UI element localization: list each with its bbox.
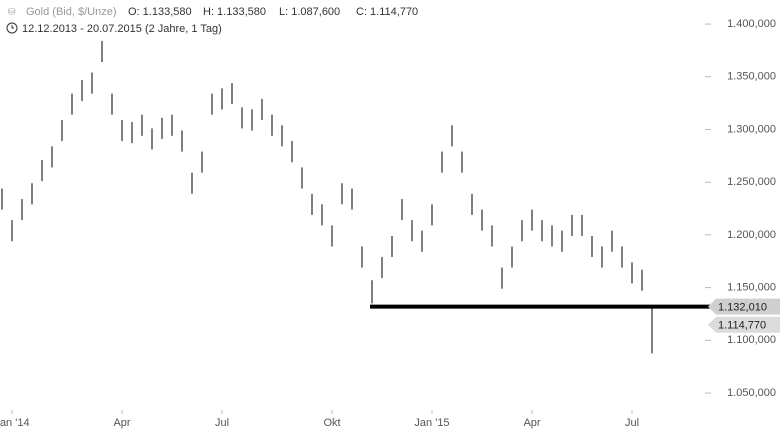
- icon: ⛁: [8, 6, 16, 16]
- subtitle: 12.12.2013 - 20.07.2015 (2 Jahre, 1 Tag): [22, 23, 222, 35]
- x-tick-label: Jul: [625, 417, 639, 429]
- y-tick-label: 1.250,000: [727, 176, 776, 188]
- y-tick-label: 1.050,000: [727, 387, 776, 399]
- ohlc-label: L: 1.087,600: [279, 6, 340, 18]
- ohlc-label: H: 1.133,580: [203, 6, 266, 18]
- x-tick-label: Jan '14: [0, 417, 30, 429]
- x-tick-label: Okt: [323, 417, 340, 429]
- y-tick-label: 1.350,000: [727, 71, 776, 83]
- x-tick-label: Jul: [215, 417, 229, 429]
- ohlc-label: C: 1.114,770: [356, 6, 418, 18]
- chart-title: Gold (Bid, $/Unze): [26, 6, 116, 18]
- y-tick-label: 1.400,000: [727, 18, 776, 30]
- price-flag-label: 1.114,770: [718, 320, 766, 332]
- price-flag: [708, 298, 780, 315]
- price-flag-label: 1.132,010: [718, 301, 767, 313]
- x-tick-label: Apr: [113, 417, 130, 429]
- clock-icon: [6, 22, 18, 34]
- x-tick-label: Apr: [523, 417, 540, 429]
- y-tick-label: 1.300,000: [727, 123, 776, 135]
- price-flag: [708, 316, 780, 333]
- y-tick-label: 1.200,000: [727, 229, 776, 241]
- clock-hand: [11, 25, 14, 29]
- ohlc-label: O: 1.133,580: [128, 6, 192, 18]
- y-tick-label: 1.150,000: [727, 282, 776, 294]
- y-tick-label: 1.100,000: [727, 334, 776, 346]
- x-tick-label: Jan '15: [414, 417, 449, 429]
- ohlc-header: O: 1.133,580 H: 1.133,580 L: 1.087,600 C: 1…: [128, 6, 418, 18]
